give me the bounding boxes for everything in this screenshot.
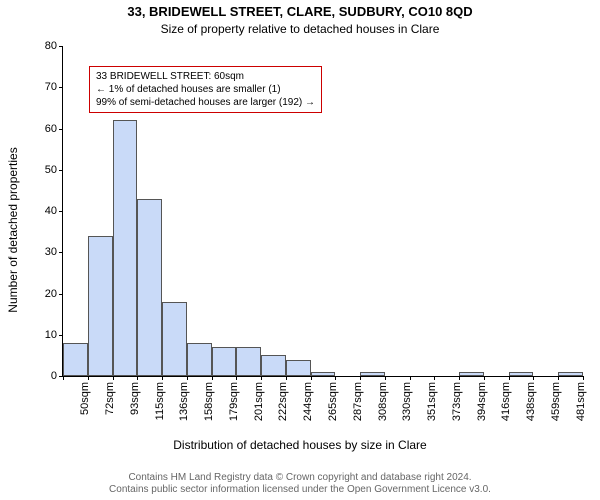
xtick-mark	[162, 376, 163, 380]
xtick-mark	[63, 376, 64, 380]
xtick-label: 438sqm	[525, 382, 537, 421]
histogram-bar	[261, 355, 286, 376]
chart-subtitle: Size of property relative to detached ho…	[0, 22, 600, 36]
ytick-mark	[59, 211, 63, 212]
xtick-label: 244sqm	[302, 382, 314, 421]
ytick-label: 50	[45, 164, 57, 176]
ytick-mark	[59, 46, 63, 47]
histogram-bar	[311, 372, 336, 376]
xtick-label: 158sqm	[203, 382, 215, 421]
chart-title: 33, BRIDEWELL STREET, CLARE, SUDBURY, CO…	[0, 4, 600, 19]
xtick-label: 222sqm	[277, 382, 289, 421]
annotation-line: ← 1% of detached houses are smaller (1)	[96, 83, 315, 96]
histogram-bar	[509, 372, 534, 376]
xtick-mark	[335, 376, 336, 380]
histogram-bar	[212, 347, 237, 376]
histogram-bar	[558, 372, 583, 376]
ytick-label: 60	[45, 123, 57, 135]
xtick-mark	[212, 376, 213, 380]
xtick-label: 265sqm	[327, 382, 339, 421]
xtick-mark	[113, 376, 114, 380]
x-axis-label: Distribution of detached houses by size …	[0, 438, 600, 452]
xtick-mark	[236, 376, 237, 380]
footer-line1: Contains HM Land Registry data © Crown c…	[0, 472, 600, 484]
xtick-mark	[88, 376, 89, 380]
histogram-bar	[187, 343, 212, 376]
xtick-label: 179sqm	[228, 382, 240, 421]
xtick-mark	[410, 376, 411, 380]
annotation-line: 33 BRIDEWELL STREET: 60sqm	[96, 70, 315, 83]
ytick-label: 40	[45, 205, 57, 217]
xtick-mark	[137, 376, 138, 380]
xtick-label: 72sqm	[104, 382, 116, 415]
xtick-mark	[434, 376, 435, 380]
ytick-mark	[59, 294, 63, 295]
footer-line2: Contains public sector information licen…	[0, 484, 600, 496]
chart-plot-area: 0102030405060708050sqm72sqm93sqm115sqm13…	[62, 46, 583, 377]
ytick-label: 0	[51, 370, 57, 382]
annotation-line: 99% of semi-detached houses are larger (…	[96, 96, 315, 109]
ytick-label: 70	[45, 81, 57, 93]
histogram-bar	[360, 372, 385, 376]
histogram-bar	[63, 343, 88, 376]
xtick-label: 459sqm	[550, 382, 562, 421]
histogram-bar	[286, 360, 311, 377]
xtick-label: 50sqm	[79, 382, 91, 415]
xtick-mark	[286, 376, 287, 380]
ytick-label: 80	[45, 40, 57, 52]
annotation-box: 33 BRIDEWELL STREET: 60sqm← 1% of detach…	[89, 66, 322, 113]
histogram-bar	[459, 372, 484, 376]
xtick-label: 287sqm	[352, 382, 364, 421]
ytick-mark	[59, 335, 63, 336]
histogram-bar	[88, 236, 113, 376]
xtick-mark	[533, 376, 534, 380]
footer-attribution: Contains HM Land Registry data © Crown c…	[0, 472, 600, 496]
histogram-bar	[113, 120, 138, 376]
xtick-mark	[360, 376, 361, 380]
xtick-label: 373sqm	[451, 382, 463, 421]
ytick-label: 30	[45, 246, 57, 258]
xtick-mark	[385, 376, 386, 380]
xtick-mark	[484, 376, 485, 380]
xtick-mark	[311, 376, 312, 380]
xtick-mark	[261, 376, 262, 380]
ytick-mark	[59, 252, 63, 253]
xtick-label: 201sqm	[253, 382, 265, 421]
xtick-label: 308sqm	[377, 382, 389, 421]
histogram-bar	[162, 302, 187, 376]
histogram-bar	[137, 199, 162, 376]
xtick-label: 481sqm	[575, 382, 587, 421]
xtick-mark	[459, 376, 460, 380]
xtick-label: 394sqm	[476, 382, 488, 421]
xtick-mark	[583, 376, 584, 380]
histogram-bar	[236, 347, 261, 376]
xtick-label: 330sqm	[401, 382, 413, 421]
xtick-mark	[509, 376, 510, 380]
xtick-label: 416sqm	[500, 382, 512, 421]
xtick-label: 351sqm	[426, 382, 438, 421]
ytick-mark	[59, 87, 63, 88]
xtick-mark	[187, 376, 188, 380]
ytick-label: 10	[45, 329, 57, 341]
y-axis-label: Number of detached properties	[6, 65, 20, 230]
xtick-mark	[558, 376, 559, 380]
xtick-label: 93sqm	[129, 382, 141, 415]
xtick-label: 136sqm	[178, 382, 190, 421]
ytick-mark	[59, 170, 63, 171]
ytick-label: 20	[45, 288, 57, 300]
ytick-mark	[59, 129, 63, 130]
xtick-label: 115sqm	[154, 382, 166, 420]
